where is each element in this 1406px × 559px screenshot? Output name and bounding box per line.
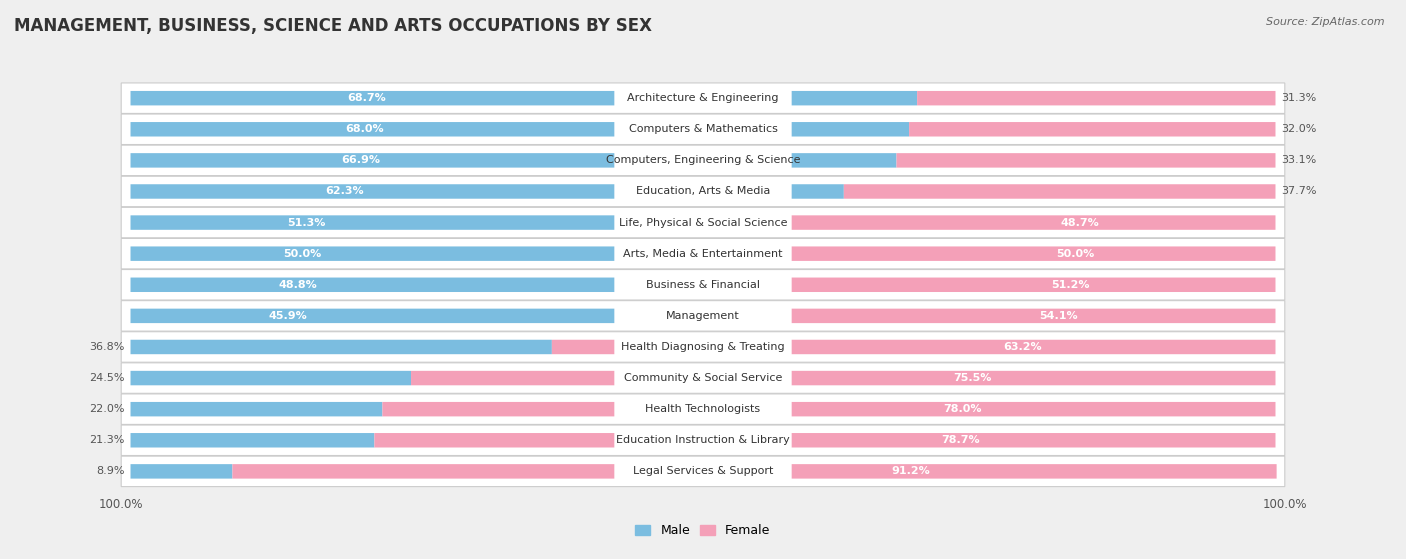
FancyBboxPatch shape — [614, 117, 792, 141]
FancyBboxPatch shape — [910, 122, 1275, 136]
FancyBboxPatch shape — [614, 273, 792, 297]
Text: 68.0%: 68.0% — [344, 124, 384, 134]
FancyBboxPatch shape — [131, 371, 411, 385]
FancyBboxPatch shape — [121, 394, 1285, 424]
Text: 54.1%: 54.1% — [1039, 311, 1078, 321]
Text: 50.0%: 50.0% — [1056, 249, 1094, 259]
FancyBboxPatch shape — [614, 397, 792, 421]
FancyBboxPatch shape — [553, 340, 1275, 354]
FancyBboxPatch shape — [232, 464, 1277, 479]
Text: 50.0%: 50.0% — [283, 249, 322, 259]
FancyBboxPatch shape — [614, 86, 792, 110]
FancyBboxPatch shape — [121, 456, 1285, 486]
FancyBboxPatch shape — [614, 149, 792, 172]
Text: 24.5%: 24.5% — [89, 373, 125, 383]
FancyBboxPatch shape — [121, 114, 1285, 145]
Text: 22.0%: 22.0% — [89, 404, 125, 414]
Legend: Male, Female: Male, Female — [630, 519, 776, 542]
Text: Health Technologists: Health Technologists — [645, 404, 761, 414]
Text: 66.9%: 66.9% — [340, 155, 380, 165]
Text: Health Diagnosing & Treating: Health Diagnosing & Treating — [621, 342, 785, 352]
FancyBboxPatch shape — [614, 242, 792, 266]
FancyBboxPatch shape — [121, 176, 1285, 207]
Text: Education Instruction & Library: Education Instruction & Library — [616, 435, 790, 446]
FancyBboxPatch shape — [689, 278, 1275, 292]
FancyBboxPatch shape — [121, 425, 1285, 456]
FancyBboxPatch shape — [657, 309, 1275, 323]
Text: Architecture & Engineering: Architecture & Engineering — [627, 93, 779, 103]
Text: 62.3%: 62.3% — [325, 187, 364, 196]
Text: Arts, Media & Entertainment: Arts, Media & Entertainment — [623, 249, 783, 259]
Text: Legal Services & Support: Legal Services & Support — [633, 466, 773, 476]
FancyBboxPatch shape — [917, 91, 1275, 106]
FancyBboxPatch shape — [121, 239, 1285, 269]
Text: Computers, Engineering & Science: Computers, Engineering & Science — [606, 155, 800, 165]
FancyBboxPatch shape — [131, 309, 657, 323]
Text: Computers & Mathematics: Computers & Mathematics — [628, 124, 778, 134]
FancyBboxPatch shape — [121, 83, 1285, 113]
FancyBboxPatch shape — [131, 91, 917, 106]
Text: 31.3%: 31.3% — [1281, 93, 1316, 103]
Text: 36.8%: 36.8% — [90, 342, 125, 352]
FancyBboxPatch shape — [374, 433, 1275, 448]
FancyBboxPatch shape — [614, 179, 792, 203]
Text: 63.2%: 63.2% — [1002, 342, 1042, 352]
Text: Source: ZipAtlas.com: Source: ZipAtlas.com — [1267, 17, 1385, 27]
FancyBboxPatch shape — [718, 215, 1275, 230]
FancyBboxPatch shape — [121, 363, 1285, 394]
Text: 68.7%: 68.7% — [347, 93, 385, 103]
FancyBboxPatch shape — [844, 184, 1275, 198]
FancyBboxPatch shape — [131, 464, 232, 479]
FancyBboxPatch shape — [411, 371, 1275, 385]
FancyBboxPatch shape — [614, 211, 792, 234]
FancyBboxPatch shape — [131, 247, 703, 261]
Text: 45.9%: 45.9% — [269, 311, 308, 321]
FancyBboxPatch shape — [614, 335, 792, 359]
FancyBboxPatch shape — [131, 215, 718, 230]
Text: 21.3%: 21.3% — [90, 435, 125, 446]
Text: 78.7%: 78.7% — [941, 435, 980, 446]
FancyBboxPatch shape — [131, 184, 844, 198]
Text: 51.3%: 51.3% — [288, 217, 326, 228]
FancyBboxPatch shape — [614, 366, 792, 390]
Text: 48.8%: 48.8% — [278, 280, 318, 290]
Text: Education, Arts & Media: Education, Arts & Media — [636, 187, 770, 196]
FancyBboxPatch shape — [614, 459, 792, 484]
FancyBboxPatch shape — [121, 207, 1285, 238]
FancyBboxPatch shape — [131, 433, 374, 448]
FancyBboxPatch shape — [121, 301, 1285, 331]
Text: 37.7%: 37.7% — [1281, 187, 1317, 196]
FancyBboxPatch shape — [614, 304, 792, 328]
Text: 91.2%: 91.2% — [891, 466, 931, 476]
FancyBboxPatch shape — [131, 340, 553, 354]
Text: 100.0%: 100.0% — [1263, 498, 1308, 511]
FancyBboxPatch shape — [131, 402, 382, 416]
Text: 51.2%: 51.2% — [1052, 280, 1090, 290]
FancyBboxPatch shape — [703, 247, 1275, 261]
Text: Community & Social Service: Community & Social Service — [624, 373, 782, 383]
Text: Life, Physical & Social Science: Life, Physical & Social Science — [619, 217, 787, 228]
FancyBboxPatch shape — [131, 153, 897, 168]
Text: Business & Financial: Business & Financial — [645, 280, 761, 290]
Text: 75.5%: 75.5% — [953, 373, 993, 383]
FancyBboxPatch shape — [121, 331, 1285, 362]
Text: 33.1%: 33.1% — [1281, 155, 1316, 165]
Text: 48.7%: 48.7% — [1062, 217, 1099, 228]
FancyBboxPatch shape — [382, 402, 1275, 416]
FancyBboxPatch shape — [897, 153, 1275, 168]
FancyBboxPatch shape — [121, 269, 1285, 300]
Text: 8.9%: 8.9% — [96, 466, 125, 476]
FancyBboxPatch shape — [121, 145, 1285, 176]
Text: 78.0%: 78.0% — [943, 404, 983, 414]
FancyBboxPatch shape — [131, 278, 689, 292]
Text: MANAGEMENT, BUSINESS, SCIENCE AND ARTS OCCUPATIONS BY SEX: MANAGEMENT, BUSINESS, SCIENCE AND ARTS O… — [14, 17, 652, 35]
FancyBboxPatch shape — [614, 428, 792, 452]
Text: 100.0%: 100.0% — [98, 498, 143, 511]
FancyBboxPatch shape — [131, 122, 910, 136]
Text: Management: Management — [666, 311, 740, 321]
Text: 32.0%: 32.0% — [1281, 124, 1316, 134]
